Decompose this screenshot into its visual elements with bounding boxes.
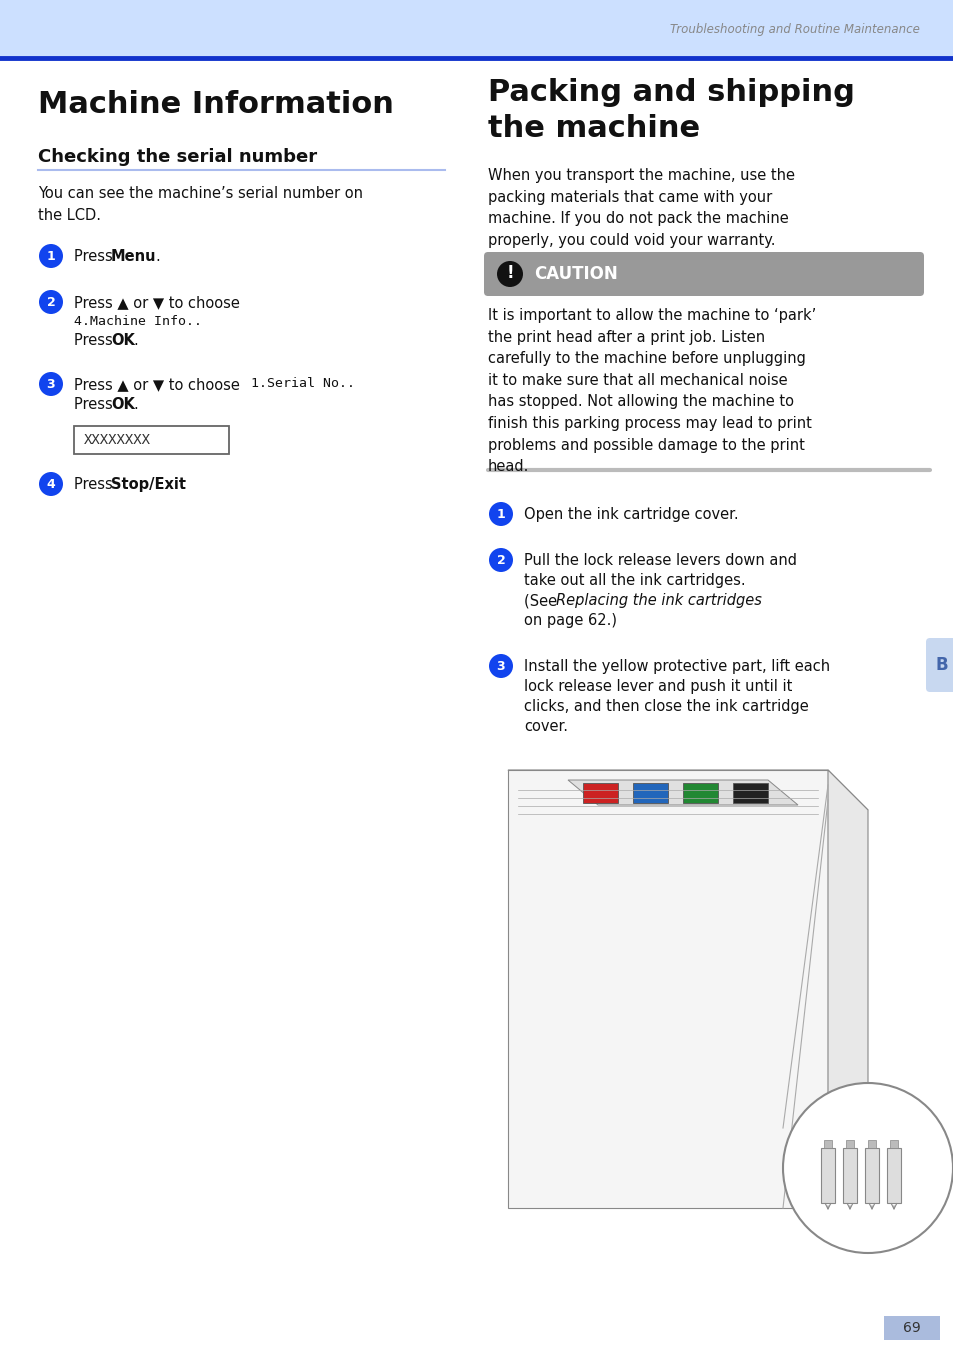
Text: Press: Press — [74, 477, 117, 492]
Text: .: . — [179, 477, 184, 492]
Text: 3: 3 — [497, 659, 505, 673]
FancyBboxPatch shape — [483, 252, 923, 297]
Text: Checking the serial number: Checking the serial number — [38, 148, 316, 166]
Bar — [867, 1140, 875, 1148]
Text: 2: 2 — [47, 295, 55, 309]
Bar — [845, 1140, 853, 1148]
Text: !: ! — [506, 264, 514, 282]
Text: B: B — [935, 656, 947, 674]
Bar — [842, 1148, 856, 1202]
Text: Press: Press — [74, 398, 117, 412]
Text: 2: 2 — [497, 554, 505, 566]
Circle shape — [782, 1082, 952, 1254]
Text: take out all the ink cartridges.: take out all the ink cartridges. — [523, 573, 745, 588]
Text: Press: Press — [74, 249, 117, 264]
Text: Press ▲ or ▼ to choose: Press ▲ or ▼ to choose — [74, 295, 239, 310]
Text: Pull the lock release levers down and: Pull the lock release levers down and — [523, 553, 796, 568]
Bar — [823, 1140, 831, 1148]
Polygon shape — [827, 770, 867, 1248]
Circle shape — [39, 472, 63, 496]
Bar — [889, 1140, 897, 1148]
Text: 1: 1 — [497, 507, 505, 520]
Circle shape — [39, 244, 63, 268]
Text: It is important to allow the machine to ‘park’
the print head after a print job.: It is important to allow the machine to … — [488, 307, 816, 474]
Text: the machine: the machine — [488, 115, 700, 143]
Text: Replacing the ink cartridges: Replacing the ink cartridges — [556, 593, 761, 608]
FancyBboxPatch shape — [925, 638, 953, 692]
Text: cover.: cover. — [523, 718, 567, 735]
Bar — [821, 1148, 834, 1202]
Text: CAUTION: CAUTION — [534, 266, 618, 283]
Text: OK: OK — [111, 333, 134, 348]
Text: lock release lever and push it until it: lock release lever and push it until it — [523, 679, 792, 694]
Bar — [74, 426, 229, 454]
Text: 1: 1 — [47, 249, 55, 263]
Circle shape — [489, 654, 513, 678]
Text: Open the ink cartridge cover.: Open the ink cartridge cover. — [523, 507, 738, 522]
Text: Menu: Menu — [111, 249, 156, 264]
Polygon shape — [507, 770, 867, 810]
Text: (See: (See — [523, 593, 561, 608]
Text: on page 62.): on page 62.) — [523, 613, 617, 628]
Text: You can see the machine’s serial number on
the LCD.: You can see the machine’s serial number … — [38, 186, 363, 222]
Polygon shape — [682, 783, 718, 803]
Bar — [883, 1316, 939, 1340]
Text: 1.Serial No..: 1.Serial No.. — [251, 377, 355, 390]
Text: 4.Machine Info..: 4.Machine Info.. — [74, 315, 202, 328]
Polygon shape — [633, 783, 667, 803]
Bar — [886, 1148, 900, 1202]
Polygon shape — [582, 783, 618, 803]
Text: 3: 3 — [47, 377, 55, 391]
Text: clicks, and then close the ink cartridge: clicks, and then close the ink cartridge — [523, 700, 808, 714]
Text: .: . — [132, 333, 137, 348]
Circle shape — [497, 262, 522, 287]
Polygon shape — [507, 770, 827, 1208]
Text: 69: 69 — [902, 1321, 920, 1335]
Text: 4: 4 — [47, 477, 55, 491]
Circle shape — [39, 290, 63, 314]
Text: OK: OK — [111, 398, 134, 412]
Text: Press: Press — [74, 333, 117, 348]
Text: Troubleshooting and Routine Maintenance: Troubleshooting and Routine Maintenance — [669, 23, 919, 35]
Circle shape — [489, 549, 513, 572]
Bar — [864, 1148, 878, 1202]
Text: When you transport the machine, use the
packing materials that came with your
ma: When you transport the machine, use the … — [488, 168, 794, 248]
Circle shape — [39, 372, 63, 396]
Text: Press ▲ or ▼ to choose: Press ▲ or ▼ to choose — [74, 377, 244, 392]
Polygon shape — [732, 783, 767, 803]
Text: XXXXXXXX: XXXXXXXX — [84, 433, 151, 448]
Text: .: . — [132, 398, 137, 412]
Text: Machine Information: Machine Information — [38, 90, 394, 119]
Text: Stop/Exit: Stop/Exit — [111, 477, 186, 492]
Circle shape — [489, 501, 513, 526]
Polygon shape — [567, 780, 797, 805]
Text: Packing and shipping: Packing and shipping — [488, 78, 854, 106]
Text: .: . — [154, 249, 159, 264]
Bar — [0, 0, 953, 58]
Text: Install the yellow protective part, lift each: Install the yellow protective part, lift… — [523, 659, 829, 674]
